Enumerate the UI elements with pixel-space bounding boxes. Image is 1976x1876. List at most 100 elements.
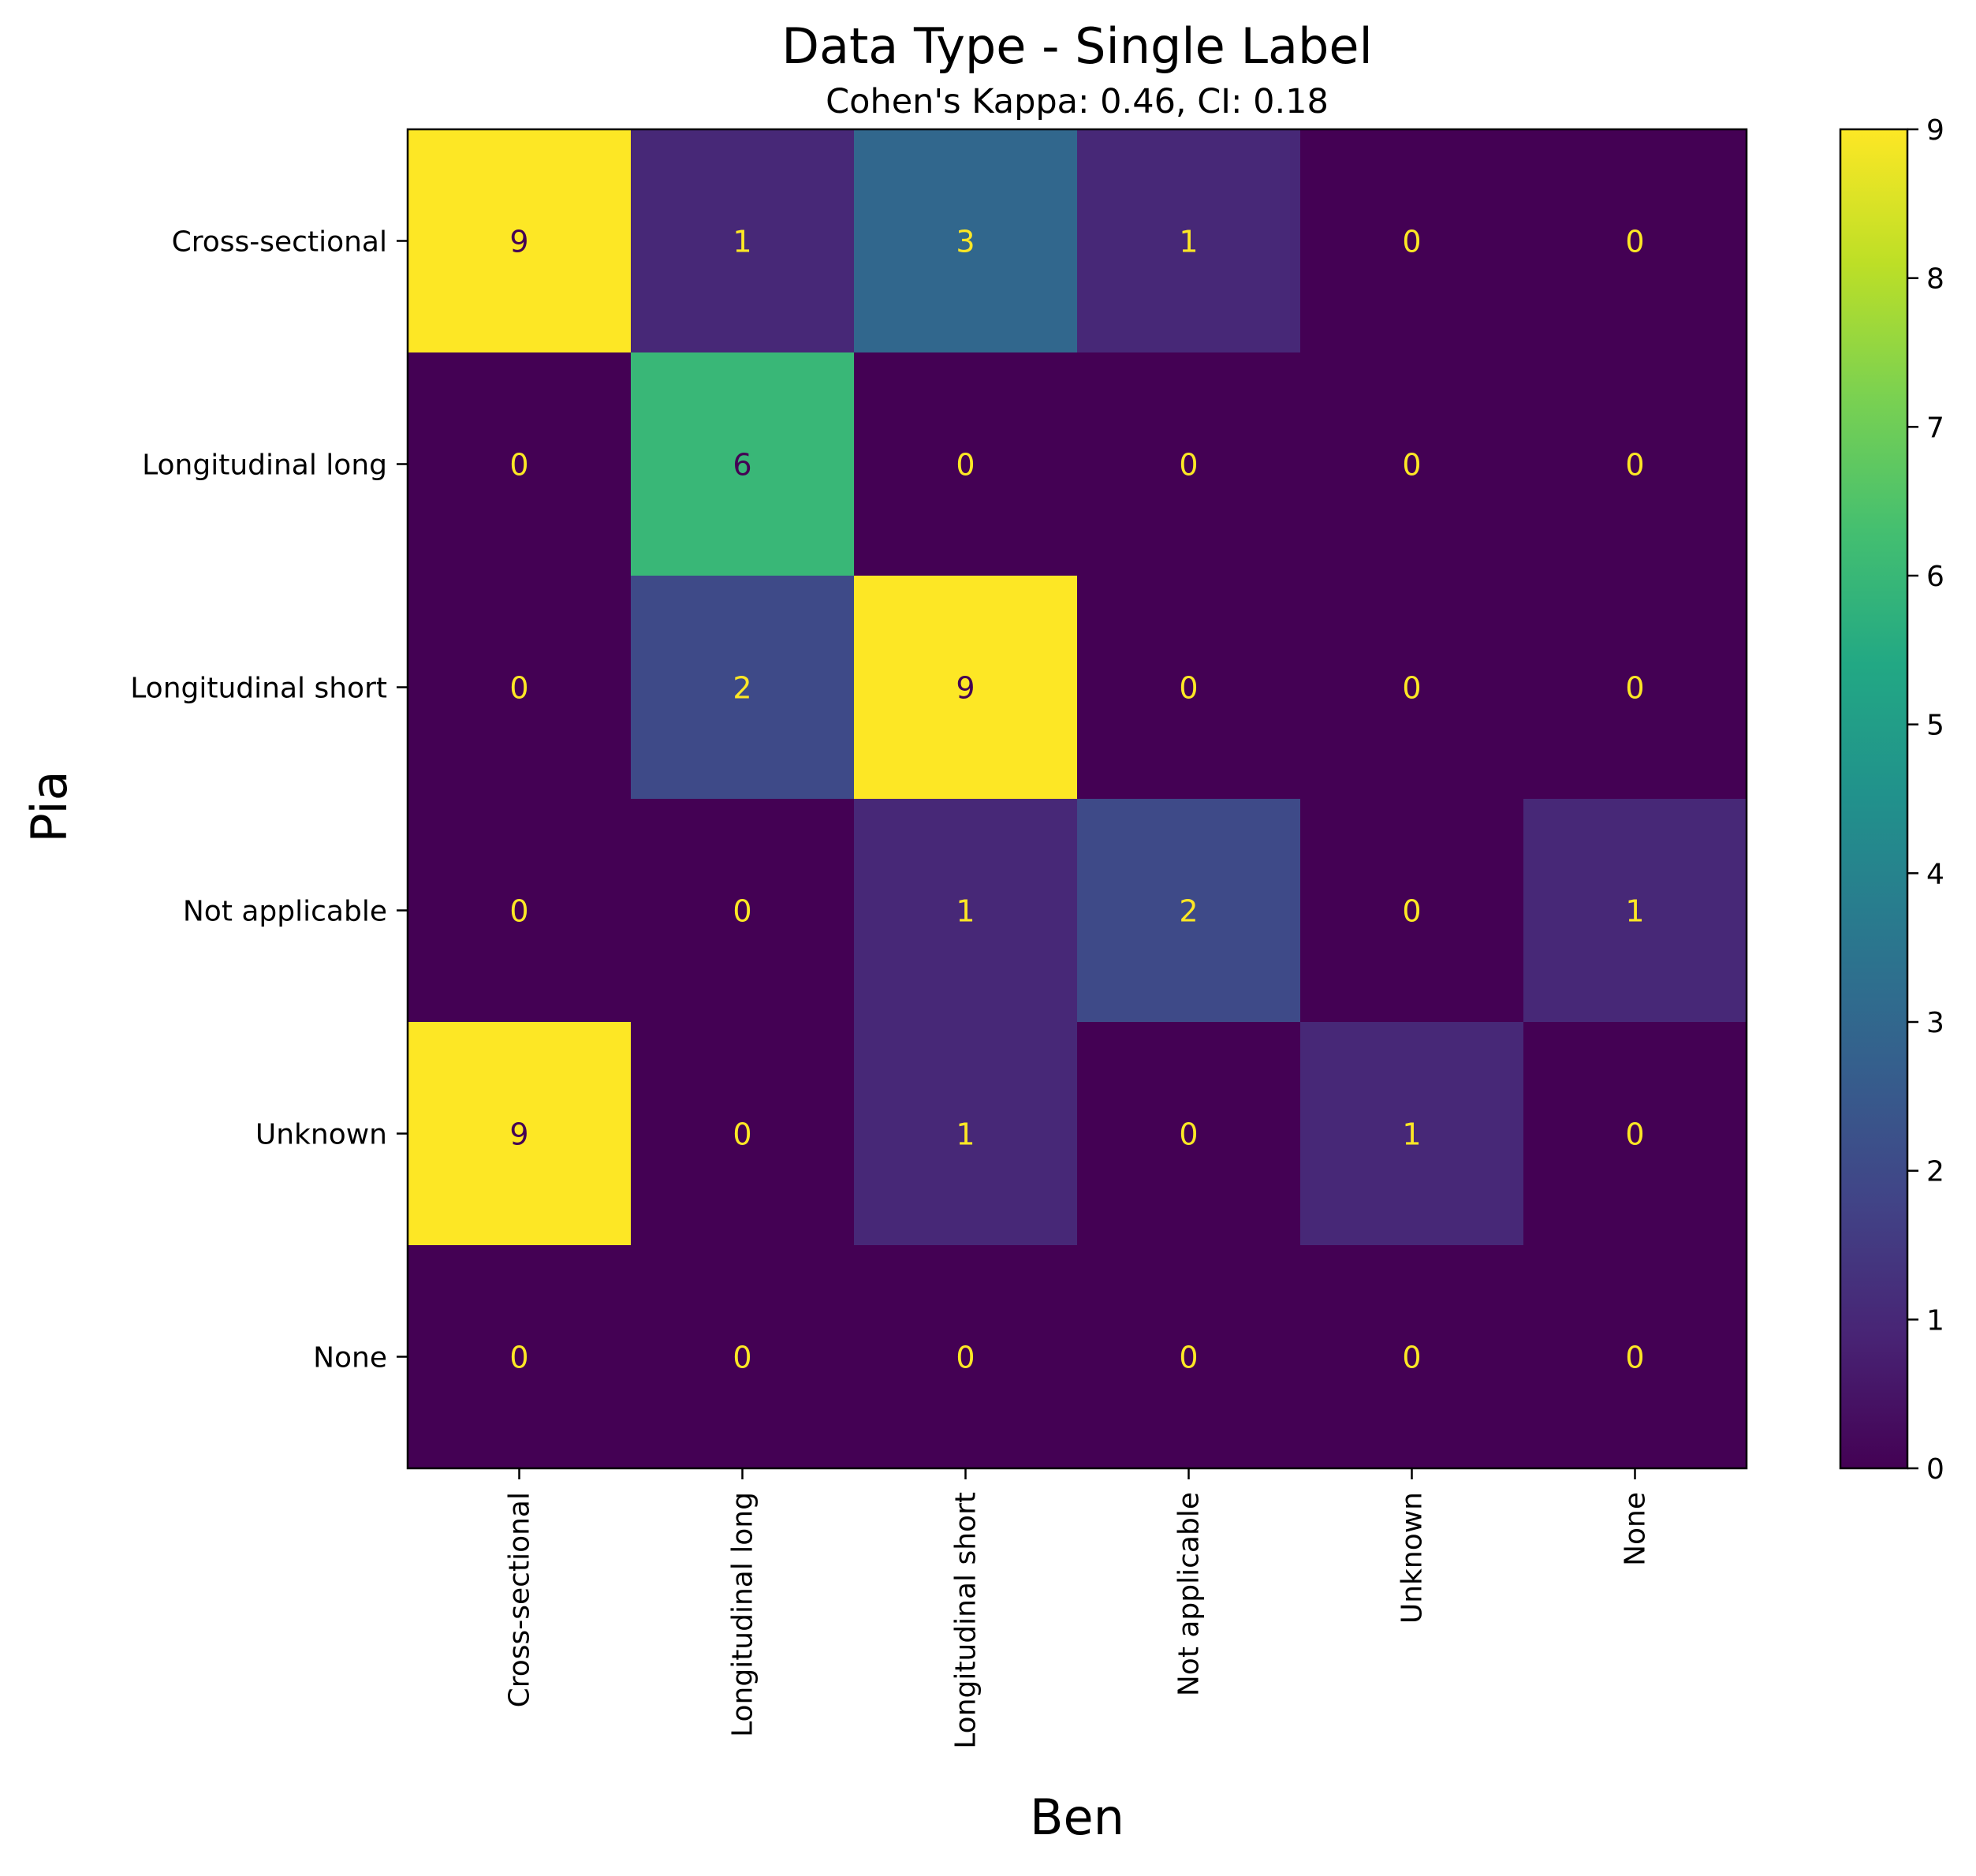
colorbar-tick-label: 2 xyxy=(1926,1156,1944,1188)
heatmap-cell-label: 0 xyxy=(1179,1341,1198,1375)
heatmap-cell-label: 0 xyxy=(1402,225,1421,259)
colorbar-tick-label: 3 xyxy=(1926,1007,1944,1039)
y-axis-label: Pia xyxy=(21,770,78,842)
plot-frame xyxy=(406,128,1748,1470)
heatmap-cell-label: 0 xyxy=(1625,671,1644,706)
y-axis-ticks: Cross-sectional Longitudinal long Longitud… xyxy=(130,226,408,1374)
heatmap-cell xyxy=(1300,129,1524,353)
heatmap-cell xyxy=(1300,576,1524,800)
heatmap-cell xyxy=(1523,576,1747,800)
heatmap-cell-label: 0 xyxy=(1179,671,1198,706)
heatmap-cell xyxy=(631,352,855,576)
heatmap-cell-label: 0 xyxy=(1402,671,1421,706)
colorbar-tick-label: 4 xyxy=(1926,858,1944,890)
colorbar-tick-label: 1 xyxy=(1926,1304,1944,1337)
heatmap-cell xyxy=(631,576,855,800)
heatmap-cell-label: 3 xyxy=(956,225,975,259)
colorbar-gradient xyxy=(1839,128,1909,1470)
heatmap-cell-label: 0 xyxy=(1625,1341,1644,1375)
chart-subtitle: Cohen's Kappa: 0.46, CI: 0.18 xyxy=(826,82,1329,121)
heatmap-cell-label: 0 xyxy=(956,1341,975,1375)
heatmap-cell-label: 2 xyxy=(733,671,751,706)
heatmap-cell xyxy=(1300,352,1524,576)
heatmap-cell xyxy=(1077,799,1301,1023)
heatmap-cell xyxy=(854,352,1078,576)
y-tick-label: Longitudinal short xyxy=(130,673,387,705)
heatmap-cell-label: 0 xyxy=(509,1341,528,1375)
y-tick-label: None xyxy=(313,1342,387,1374)
x-tick-label: Longitudinal long xyxy=(727,1492,759,1737)
heatmap-cell-label: 0 xyxy=(1402,448,1421,483)
heatmap-cell-label: 0 xyxy=(509,448,528,483)
heatmap-cell-label: 9 xyxy=(956,671,975,706)
heatmap-cell xyxy=(1300,799,1524,1023)
y-tick-label: Cross-sectional xyxy=(172,226,387,259)
heatmap-cell xyxy=(1300,1022,1524,1246)
heatmap-cell xyxy=(1077,576,1301,800)
heatmap-cell-label: 1 xyxy=(956,1117,975,1152)
heatmap-cell xyxy=(408,1022,632,1246)
x-axis-ticks: Cross-sectional Longitudinal long Longitud… xyxy=(504,1468,1652,1749)
colorbar-tick-label: 9 xyxy=(1926,114,1944,147)
heatmap-cell-label: 0 xyxy=(1625,1117,1644,1152)
heatmap-cell-label: 0 xyxy=(1625,448,1644,483)
heatmap-cell xyxy=(408,799,632,1023)
heatmap-cell-label: 0 xyxy=(733,1341,751,1375)
heatmap-cell xyxy=(854,1245,1078,1469)
x-tick-label: Longitudinal short xyxy=(950,1492,982,1749)
colorbar-tick-label: 0 xyxy=(1926,1453,1944,1486)
heatmap-cell-label: 0 xyxy=(733,1117,751,1152)
heatmap-cell-label: 6 xyxy=(733,448,751,483)
heatmap-cell xyxy=(1523,1022,1747,1246)
heatmap-cell-label: 1 xyxy=(1179,225,1198,259)
heatmap-cell-label: 1 xyxy=(1402,1117,1421,1152)
y-tick-label: Unknown xyxy=(255,1119,387,1151)
heatmap-cells xyxy=(408,129,1747,1469)
colorbar-ticks: 0 1 2 3 4 5 6 7 8 9 xyxy=(1907,114,1944,1486)
y-tick-label: Longitudinal long xyxy=(142,449,387,482)
heatmap-cell xyxy=(1077,129,1301,353)
chart-title: Data Type - Single Label xyxy=(781,17,1373,75)
x-tick-label: Not applicable xyxy=(1173,1492,1206,1696)
y-tick-label: Not applicable xyxy=(183,896,387,928)
heatmap-cell xyxy=(1523,352,1747,576)
heatmap-cell xyxy=(1300,1245,1524,1469)
heatmap-cell xyxy=(631,1245,855,1469)
x-axis-label: Ben xyxy=(1030,1788,1124,1846)
heatmap-cell-labels: 9 1 3 1 0 0 0 6 0 0 0 0 0 2 9 0 0 0 0 0 1 2 0 1 9 0 1 0 1 0 0 0 0 0 0 0 xyxy=(509,225,1644,1375)
heatmap-cell-label: 0 xyxy=(956,448,975,483)
heatmap-cell xyxy=(408,576,632,800)
heatmap-cell xyxy=(631,799,855,1023)
x-tick-label: Cross-sectional xyxy=(504,1492,536,1707)
colorbar-tick-label: 8 xyxy=(1926,263,1944,296)
heatmap-cell-label: 0 xyxy=(1402,1341,1421,1375)
heatmap-cell-label: 0 xyxy=(733,894,751,929)
heatmap-cell xyxy=(1523,129,1747,353)
heatmap-cell xyxy=(1077,352,1301,576)
heatmap-cell-label: 9 xyxy=(509,1117,528,1152)
heatmap-cell xyxy=(408,1245,632,1469)
colorbar: 0 1 2 3 4 5 6 7 8 9 xyxy=(1839,114,1944,1486)
colorbar-tick-label: 6 xyxy=(1926,561,1944,593)
heatmap-cell xyxy=(631,129,855,353)
x-tick-label: Unknown xyxy=(1396,1492,1429,1624)
x-tick-label: None xyxy=(1620,1492,1652,1566)
heatmap-cell xyxy=(1077,1245,1301,1469)
heatmap-cell-label: 1 xyxy=(733,225,751,259)
heatmap-cell xyxy=(408,129,632,353)
heatmap-cell xyxy=(408,352,632,576)
heatmap-cell-label: 0 xyxy=(1179,448,1198,483)
heatmap-cell-label: 1 xyxy=(956,894,975,929)
heatmap-cell-label: 0 xyxy=(1402,894,1421,929)
heatmap-cell xyxy=(1077,1022,1301,1246)
colorbar-tick-label: 5 xyxy=(1926,710,1944,742)
heatmap-cell-label: 0 xyxy=(1179,1117,1198,1152)
heatmap-cell xyxy=(854,799,1078,1023)
colorbar-tick-label: 7 xyxy=(1926,412,1944,444)
heatmap-cell-label: 0 xyxy=(509,894,528,929)
heatmap-cell xyxy=(854,576,1078,800)
heatmap-cell xyxy=(1523,1245,1747,1469)
heatmap-cell xyxy=(1523,799,1747,1023)
heatmap-cell xyxy=(854,129,1078,353)
heatmap-cell xyxy=(631,1022,855,1246)
